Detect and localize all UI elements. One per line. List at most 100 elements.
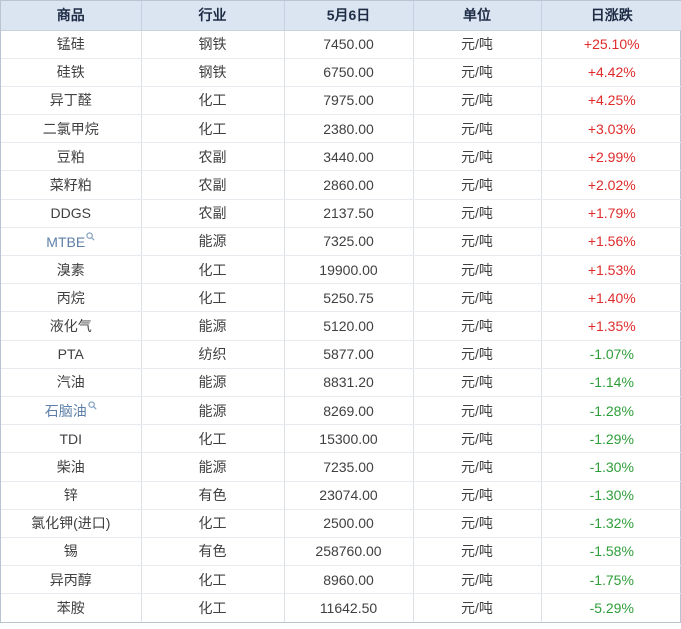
- change-cell: +2.02%: [541, 170, 681, 200]
- commodity-cell: DDGS: [1, 199, 142, 228]
- table-row: 豆粕 农副 3440.00 元/吨 +2.99%: [1, 142, 681, 172]
- price-cell: 19900.00: [284, 255, 414, 285]
- change-cell: +2.99%: [541, 142, 681, 172]
- price-cell: 11642.50: [284, 593, 414, 622]
- unit-cell: 元/吨: [413, 114, 542, 144]
- commodity-cell: 液化气: [1, 311, 142, 341]
- change-cell: -1.14%: [541, 368, 681, 397]
- commodity-cell: 柴油: [1, 452, 142, 482]
- commodity-link[interactable]: MTBE: [46, 234, 86, 251]
- industry-cell: 钢铁: [141, 30, 285, 59]
- table-row: 丙烷 化工 5250.75 元/吨 +1.40%: [1, 283, 681, 313]
- table-header: 商品 行业 5月6日 单位 日涨跌: [1, 1, 681, 31]
- change-cell: +1.40%: [541, 283, 681, 313]
- commodity-name: 苯胺: [56, 600, 85, 617]
- price-cell: 7975.00: [284, 86, 414, 116]
- change-cell: +25.10%: [541, 30, 681, 59]
- price-cell: 2860.00: [284, 170, 414, 200]
- commodity-cell: 氯化钾(进口): [1, 509, 142, 538]
- table-row: 溴素 化工 19900.00 元/吨 +1.53%: [1, 255, 681, 285]
- price-cell: 2380.00: [284, 114, 414, 144]
- commodity-cell: TDI: [1, 424, 142, 454]
- table-row: 异丙醇 化工 8960.00 元/吨 -1.75%: [1, 565, 681, 595]
- unit-cell: 元/吨: [413, 424, 542, 454]
- column-header-change: 日涨跌: [541, 1, 681, 31]
- change-cell: -1.75%: [541, 565, 681, 595]
- change-cell: -1.58%: [541, 537, 681, 567]
- industry-cell: 化工: [141, 86, 285, 116]
- price-cell: 3440.00: [284, 142, 414, 172]
- unit-cell: 元/吨: [413, 396, 542, 426]
- price-cell: 8831.20: [284, 368, 414, 397]
- price-cell: 7235.00: [284, 452, 414, 482]
- column-header-unit: 单位: [413, 1, 542, 31]
- commodity-name: 液化气: [49, 317, 92, 334]
- table-row: 菜籽粕 农副 2860.00 元/吨 +2.02%: [1, 170, 681, 200]
- commodity-link[interactable]: 石脑油: [44, 402, 87, 419]
- industry-cell: 钢铁: [141, 58, 285, 87]
- unit-cell: 元/吨: [413, 340, 542, 369]
- industry-cell: 能源: [141, 311, 285, 341]
- price-cell: 23074.00: [284, 481, 414, 510]
- table-row: 锰硅 钢铁 7450.00 元/吨 +25.10%: [1, 30, 681, 59]
- commodity-name: 豆粕: [56, 148, 85, 165]
- unit-cell: 元/吨: [413, 58, 542, 87]
- commodity-name: 硅铁: [56, 64, 85, 81]
- commodity-cell: 锰硅: [1, 30, 142, 59]
- commodity-cell: 苯胺: [1, 593, 142, 622]
- column-header-industry: 行业: [141, 1, 285, 31]
- commodity-cell: 异丁醛: [1, 86, 142, 116]
- search-icon[interactable]: [86, 232, 95, 241]
- commodity-name: 丙烷: [56, 289, 85, 306]
- price-cell: 15300.00: [284, 424, 414, 454]
- change-cell: -5.29%: [589, 600, 634, 617]
- unit-cell: 元/吨: [413, 170, 542, 200]
- unit-cell: 元/吨: [413, 311, 542, 341]
- commodity-cell: 丙烷: [1, 283, 142, 313]
- commodity-cell: 汽油: [1, 368, 142, 397]
- industry-cell: 化工: [141, 114, 285, 144]
- price-cell: 258760.00: [284, 537, 414, 567]
- change-cell: -1.28%: [541, 396, 681, 426]
- table-row: 液化气 能源 5120.00 元/吨 +1.35%: [1, 311, 681, 341]
- table-row: 锌 有色 23074.00 元/吨 -1.30%: [1, 481, 681, 510]
- table-row: DDGS 农副 2137.50 元/吨 +1.79%: [1, 199, 681, 228]
- commodity-name: DDGS: [50, 205, 91, 222]
- table-row: 氯化钾(进口) 化工 2500.00 元/吨 -1.32%: [1, 509, 681, 538]
- commodity-name: 汽油: [56, 374, 85, 391]
- unit-cell: 元/吨: [413, 30, 542, 59]
- price-cell: 2137.50: [284, 199, 414, 228]
- change-cell: -1.30%: [541, 452, 681, 482]
- price-cell: 7325.00: [284, 227, 414, 257]
- industry-cell: 农副: [141, 199, 285, 228]
- unit-cell: 元/吨: [413, 227, 542, 257]
- unit-cell: 元/吨: [413, 452, 542, 482]
- change-cell: +1.53%: [541, 255, 681, 285]
- industry-cell: 能源: [141, 452, 285, 482]
- search-icon[interactable]: [88, 400, 97, 410]
- price-cell: 5120.00: [284, 311, 414, 341]
- price-cell: 2500.00: [284, 509, 414, 538]
- industry-cell: 农副: [141, 170, 285, 200]
- unit-cell: 元/吨: [413, 593, 542, 622]
- commodity-cell: 硅铁: [1, 58, 142, 87]
- price-cell: 5250.75: [284, 283, 414, 313]
- industry-cell: 能源: [141, 227, 285, 257]
- commodity-name: 溴素: [56, 261, 85, 278]
- table-row: 柴油 能源 7235.00 元/吨 -1.30%: [1, 452, 681, 482]
- table-row: PTA 纺织 5877.00 元/吨 -1.07%: [1, 340, 681, 369]
- commodity-cell: 二氯甲烷: [1, 114, 142, 144]
- column-header-commodity: 商品: [1, 1, 142, 31]
- change-cell: +1.79%: [541, 199, 681, 228]
- commodity-name: 二氯甲烷: [42, 120, 99, 137]
- unit-cell: 元/吨: [413, 142, 542, 172]
- industry-cell: 有色: [141, 537, 285, 567]
- unit-cell: 元/吨: [413, 481, 542, 510]
- industry-cell: 化工: [141, 509, 285, 538]
- change-cell: -1.32%: [541, 509, 681, 538]
- commodity-name: TDI: [59, 430, 83, 447]
- commodity-cell: PTA: [1, 340, 142, 369]
- unit-cell: 元/吨: [413, 565, 542, 595]
